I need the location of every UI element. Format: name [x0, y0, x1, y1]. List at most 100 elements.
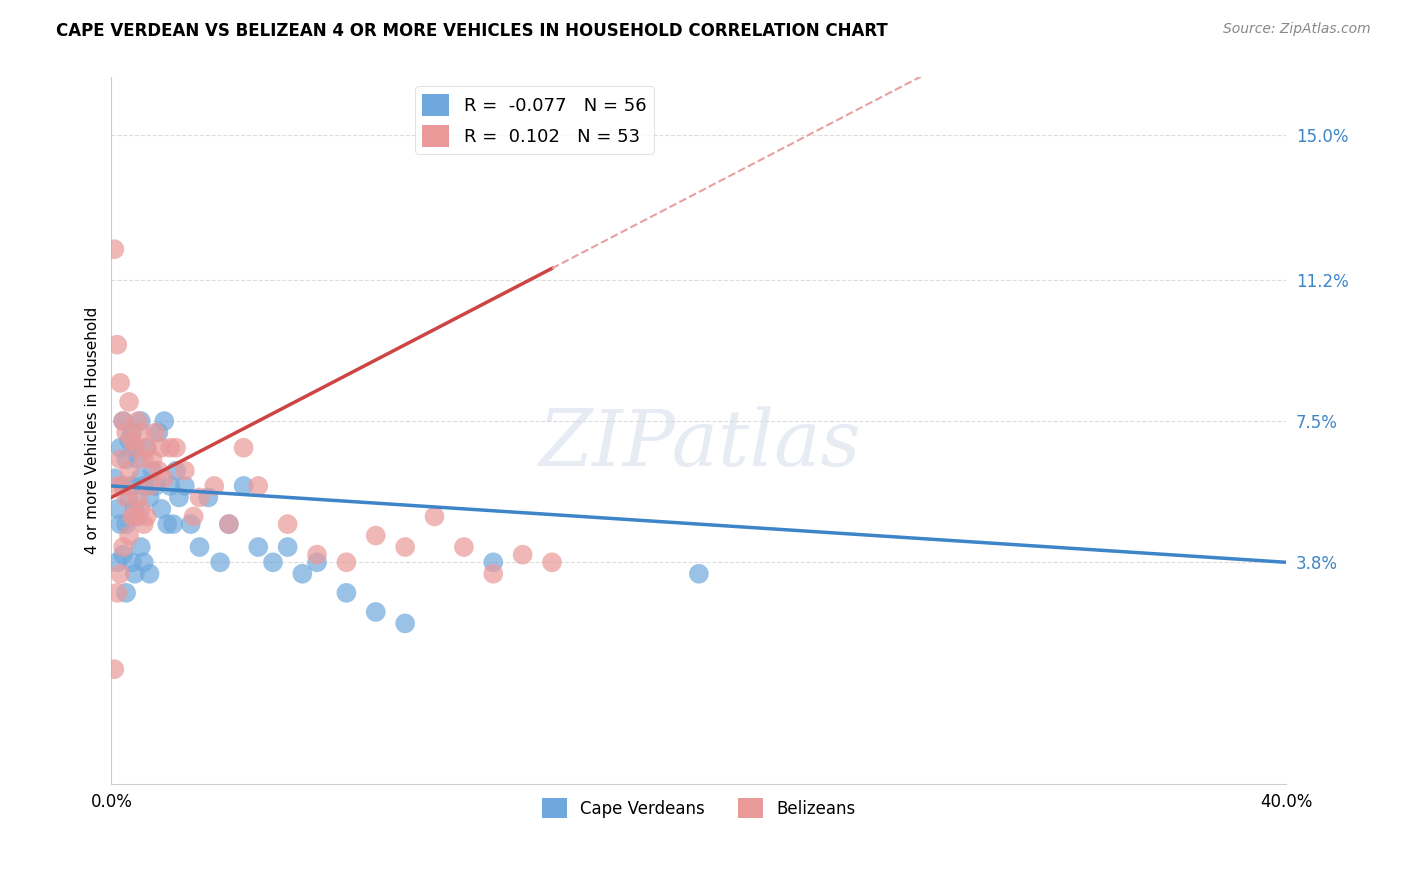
Point: [115, 491, 138, 505]
Point: [156, 517, 179, 532]
Point: [394, 540, 416, 554]
Point: [110, 566, 132, 581]
Point: [453, 540, 475, 554]
Point: [103, 662, 125, 676]
Point: [118, 395, 141, 409]
Point: [277, 540, 299, 554]
Point: [110, 376, 132, 390]
Point: [118, 491, 141, 505]
Point: [124, 501, 146, 516]
Point: [165, 464, 187, 478]
Point: [135, 441, 157, 455]
Point: [335, 586, 357, 600]
Point: [247, 540, 270, 554]
Point: [129, 425, 152, 440]
Point: [138, 491, 160, 505]
Point: [305, 548, 328, 562]
Point: [118, 464, 141, 478]
Point: [145, 479, 167, 493]
Point: [173, 479, 195, 493]
Point: [165, 441, 187, 455]
Point: [105, 479, 128, 493]
Point: [115, 452, 138, 467]
Point: [183, 509, 205, 524]
Point: [167, 491, 190, 505]
Point: [150, 441, 173, 455]
Point: [121, 509, 143, 524]
Point: [127, 509, 149, 524]
Point: [115, 425, 138, 440]
Point: [124, 441, 146, 455]
Y-axis label: 4 or more Vehicles in Household: 4 or more Vehicles in Household: [86, 307, 100, 554]
Point: [121, 425, 143, 440]
Text: Source: ZipAtlas.com: Source: ZipAtlas.com: [1223, 22, 1371, 37]
Point: [110, 441, 132, 455]
Point: [105, 501, 128, 516]
Point: [153, 414, 176, 428]
Point: [115, 586, 138, 600]
Point: [105, 586, 128, 600]
Point: [541, 555, 564, 569]
Point: [127, 491, 149, 505]
Point: [482, 555, 505, 569]
Point: [148, 464, 170, 478]
Point: [121, 479, 143, 493]
Point: [132, 517, 155, 532]
Point: [218, 517, 240, 532]
Point: [118, 433, 141, 447]
Point: [129, 501, 152, 516]
Point: [129, 414, 152, 428]
Legend: Cape Verdeans, Belizeans: Cape Verdeans, Belizeans: [536, 791, 862, 825]
Point: [188, 540, 211, 554]
Text: ZIPatlas: ZIPatlas: [537, 407, 860, 483]
Point: [247, 479, 270, 493]
Point: [124, 509, 146, 524]
Point: [112, 414, 135, 428]
Point: [105, 337, 128, 351]
Point: [197, 491, 219, 505]
Point: [127, 414, 149, 428]
Point: [132, 452, 155, 467]
Point: [121, 433, 143, 447]
Point: [202, 479, 225, 493]
Point: [173, 464, 195, 478]
Point: [135, 441, 157, 455]
Point: [188, 491, 211, 505]
Point: [105, 555, 128, 569]
Point: [145, 425, 167, 440]
Point: [394, 616, 416, 631]
Point: [103, 471, 125, 485]
Point: [232, 441, 254, 455]
Point: [138, 566, 160, 581]
Point: [162, 517, 184, 532]
Point: [153, 471, 176, 485]
Point: [482, 566, 505, 581]
Point: [335, 555, 357, 569]
Point: [232, 479, 254, 493]
Point: [112, 548, 135, 562]
Point: [112, 479, 135, 493]
Point: [112, 540, 135, 554]
Point: [159, 441, 181, 455]
Point: [141, 452, 163, 467]
Point: [364, 528, 387, 542]
Point: [129, 540, 152, 554]
Point: [118, 528, 141, 542]
Point: [135, 509, 157, 524]
Point: [141, 464, 163, 478]
Text: CAPE VERDEAN VS BELIZEAN 4 OR MORE VEHICLES IN HOUSEHOLD CORRELATION CHART: CAPE VERDEAN VS BELIZEAN 4 OR MORE VEHIC…: [56, 22, 889, 40]
Point: [209, 555, 232, 569]
Point: [277, 517, 299, 532]
Point: [112, 414, 135, 428]
Point: [305, 555, 328, 569]
Point: [423, 509, 446, 524]
Point: [127, 452, 149, 467]
Point: [159, 479, 181, 493]
Point: [110, 452, 132, 467]
Point: [112, 479, 135, 493]
Point: [132, 479, 155, 493]
Point: [138, 479, 160, 493]
Point: [110, 517, 132, 532]
Point: [103, 242, 125, 256]
Point: [218, 517, 240, 532]
